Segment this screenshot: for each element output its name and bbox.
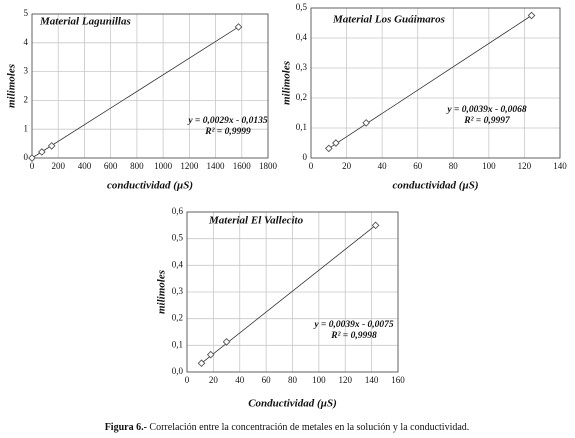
point: [362, 119, 370, 127]
y-tick-label: 0,4: [296, 32, 308, 42]
y-tick-label: 0: [24, 152, 29, 162]
point: [206, 350, 215, 359]
point: [371, 221, 380, 230]
y-tick-label: 4: [24, 37, 29, 47]
y-tick-label: 0,5: [172, 233, 184, 243]
y-tick-label: 0,2: [296, 92, 307, 102]
y-tick-label: 0,6: [172, 206, 184, 216]
caption-label: Figura 6.-: [105, 422, 147, 433]
plot-frame: [31, 13, 269, 159]
point: [234, 23, 243, 31]
x-tick-label: 40: [235, 375, 245, 385]
y-tick-label: 0,3: [296, 62, 308, 72]
y-tick-label: 0,2: [172, 313, 183, 323]
chart-title: Material Lagunillas: [39, 16, 131, 28]
x-tick-label: 160: [391, 375, 405, 385]
point: [324, 144, 333, 153]
point: [28, 154, 36, 162]
x-tick-label: 1200: [180, 161, 199, 171]
x-tick-label: 600: [104, 161, 118, 171]
x-tick-label: 400: [78, 161, 92, 171]
equation: y = 0,0039x - 0,0075: [313, 320, 394, 330]
x-tick-label: 1000: [154, 161, 173, 171]
r-squared: R² = 0,9998: [330, 331, 377, 341]
caption-text: Correlación entre la concentración de me…: [149, 422, 469, 433]
x-tick-label: 0: [185, 375, 190, 385]
caption: Figura 6.- Correlación entre la concentr…: [105, 422, 470, 433]
trend-line: [31, 26, 239, 159]
y-tick-label: 0,0: [172, 366, 184, 376]
x-axis-label: conductividad (µS): [107, 180, 193, 192]
y-tick-label: 0,1: [172, 339, 183, 349]
x-tick-label: 1400: [207, 161, 226, 171]
x-tick-label: 80: [449, 161, 459, 171]
x-tick-label: 100: [312, 375, 326, 385]
y-tick-label: 0,5: [296, 2, 308, 12]
chart-title: Material El Vallecito: [208, 215, 304, 227]
x-tick-label: 200: [51, 161, 65, 171]
y-tick-label: 0,1: [296, 122, 307, 132]
chart-title: Material Los Guáimaros: [332, 14, 445, 26]
x-tick-label: 20: [342, 161, 352, 171]
equation: y = 0,0029x - 0,0135: [187, 116, 268, 126]
y-tick-label: 3: [24, 66, 29, 76]
y-tick-label: 5: [24, 8, 29, 18]
x-tick-label: 800: [130, 161, 144, 171]
y-tick-label: 1: [24, 123, 29, 133]
y-tick-label: 0: [303, 152, 308, 162]
point: [197, 359, 206, 368]
trend-line: [201, 225, 376, 364]
plot-frame: [310, 7, 561, 159]
y-axis-label: milimoles: [6, 64, 18, 108]
x-axis-label: Conductividad (µS): [248, 398, 337, 410]
point: [527, 11, 536, 20]
equation: y = 0,0039x - 0,0068: [446, 105, 527, 115]
y-tick-label: 0,4: [172, 259, 184, 269]
y-axis-label: milimoles: [156, 270, 168, 314]
x-tick-label: 140: [365, 375, 379, 385]
x-tick-label: 1600: [233, 161, 252, 171]
y-tick-label: 2: [24, 94, 29, 104]
point: [222, 338, 231, 346]
x-tick-label: 100: [482, 161, 496, 171]
point: [332, 139, 340, 147]
x-tick-label: 60: [262, 375, 272, 385]
plot-frame: [186, 211, 399, 373]
x-tick-label: 60: [413, 161, 423, 171]
x-tick-label: 80: [288, 375, 298, 385]
trend-line: [328, 15, 532, 149]
x-tick-label: 20: [209, 375, 219, 385]
y-tick-label: 0,3: [172, 286, 184, 296]
x-tick-label: 1800: [259, 161, 278, 171]
x-tick-label: 140: [553, 161, 567, 171]
x-tick-label: 0: [309, 161, 314, 171]
x-tick-label: 120: [339, 375, 353, 385]
point: [37, 148, 46, 156]
x-tick-label: 0: [30, 161, 35, 171]
x-tick-label: 40: [378, 161, 388, 171]
point: [47, 142, 56, 150]
x-axis-label: conductividad (µS): [392, 180, 478, 192]
y-axis-label: milimoles: [281, 61, 293, 105]
x-tick-label: 120: [518, 161, 532, 171]
r-squared: R² = 0,9999: [204, 127, 251, 137]
r-squared: R² = 0,9997: [463, 116, 511, 126]
